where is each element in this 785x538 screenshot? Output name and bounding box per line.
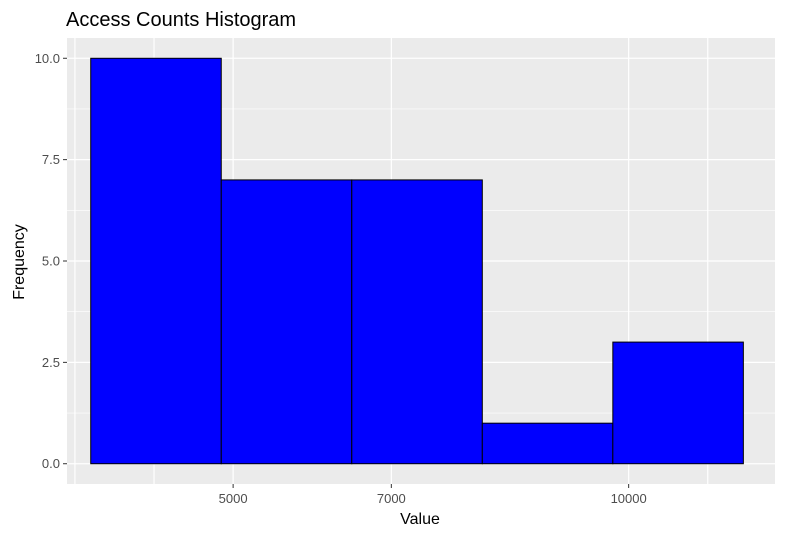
y-tick-label: 5.0 [42,254,60,269]
x-axis-title: Value [400,511,440,528]
x-tick-label: 5000 [219,491,248,506]
y-tick-label: 7.5 [42,152,60,167]
y-tick-label: 0.0 [42,456,60,471]
chart-title: Access Counts Histogram [66,9,296,31]
histogram-bar [90,57,222,465]
y-axis-title: Frequency [11,224,28,300]
histogram-bar [481,422,614,465]
y-tick-label: 2.5 [42,355,60,370]
x-tick-label: 10000 [611,491,647,506]
histogram-bar [351,179,483,465]
y-tick-label: 10.0 [35,51,60,66]
histogram-bar [612,341,744,465]
y-axis: 0.0 2.5 5.0 7.5 10.0 [35,51,67,471]
histogram-bars [90,57,744,465]
x-axis: 5000 7000 10000 [219,484,647,506]
x-tick-label: 7000 [377,491,406,506]
histogram-bar [220,179,353,465]
